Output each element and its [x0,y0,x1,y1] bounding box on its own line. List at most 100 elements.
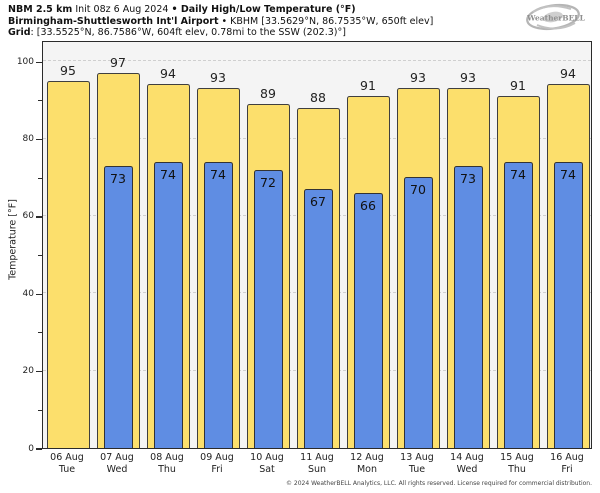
y-tick-label-0: 0 [28,443,34,454]
low-bar [553,161,583,448]
x-date-label: 16 Aug [550,452,584,463]
y-minor-tick-90 [38,100,42,102]
copyright-footer: © 2024 WeatherBELL Analytics, LLC. All r… [286,480,592,487]
y-tick-0 [36,448,42,450]
y-tick-label-60: 60 [22,211,34,222]
x-axis-label: 08 Aug Thu [142,452,192,475]
header-line-2: Birmingham-Shuttlesworth Int'l Airport •… [8,16,433,28]
low-bar [153,161,183,448]
x-date-label: 09 Aug [200,452,234,463]
x-weekday-label: Sun [307,463,327,475]
x-weekday-label: Fri [211,463,223,475]
y-minor-tick-10 [38,409,42,411]
init-time: Init 08z 6 Aug 2024 [72,4,172,15]
grid-coords: : [33.5525°N, 86.7586°W, 604ft elev, 0.7… [30,27,346,38]
x-axis-label: 06 Aug Tue [42,452,92,475]
chart-header: NBM 2.5 km Init 08z 6 Aug 2024 • Daily H… [8,4,433,39]
x-axis-label: 11 Aug Sun [292,452,342,475]
model-name: NBM 2.5 km [8,4,73,15]
y-tick-label-80: 80 [22,134,34,145]
low-value-label: 73 [460,170,476,186]
x-axis-label: 13 Aug Tue [392,452,442,475]
station-name: Birmingham-Shuttlesworth Int'l Airport [8,15,219,27]
high-bar [46,80,90,448]
header-line-3: Grid: [33.5525°N, 86.7586°W, 604ft elev,… [8,27,433,39]
x-date-label: 14 Aug [450,452,484,463]
low-value-label: 67 [310,193,326,209]
high-value-label: 93 [410,70,426,86]
x-weekday-label: Wed [456,463,478,475]
y-minor-tick-30 [38,332,42,334]
y-tick-20 [36,370,42,373]
x-weekday-label: Fri [561,463,573,475]
x-date-label: 08 Aug [150,452,184,463]
y-tick-40 [36,293,42,296]
y-tick-label-40: 40 [22,288,34,299]
station-coords: • KBHM [33.5629°N, 86.7535°W, 650ft elev… [218,15,434,27]
x-axis-label: 10 Aug Sat [242,452,292,475]
hurricane-swirl-icon [526,3,580,31]
logo-text: WeatherBELL [526,14,585,23]
low-bar [503,161,533,448]
low-value-label: 72 [260,174,276,190]
x-axis-label: 16 Aug Fri [542,452,592,475]
x-axis-label: 07 Aug Wed [92,452,142,475]
x-weekday-label: Thu [158,463,176,475]
chart-title: • Daily High/Low Temperature (°F) [171,4,356,15]
y-tick-80 [36,138,42,141]
x-axis-label: 09 Aug Fri [192,452,242,475]
high-value-label: 91 [360,78,376,94]
x-weekday-label: Sat [259,463,275,475]
x-date-label: 06 Aug [50,452,84,463]
x-weekday-label: Mon [356,463,378,475]
x-weekday-label: Thu [508,463,526,475]
y-tick-label-20: 20 [22,366,34,377]
x-axis-label: 12 Aug Mon [342,452,392,475]
x-weekday-label: Wed [106,463,128,475]
y-tick-100 [36,61,42,64]
high-value-label: 88 [310,89,326,105]
x-date-label: 15 Aug [500,452,534,463]
low-bar [353,192,383,448]
x-date-label: 13 Aug [400,452,434,463]
x-date-label: 07 Aug [100,452,134,463]
low-value-label: 73 [110,170,126,186]
y-minor-tick-50 [38,255,42,257]
low-value-label: 74 [210,166,226,182]
low-value-label: 74 [510,166,526,182]
x-axis-label: 14 Aug Wed [442,452,492,475]
gridline-100 [43,60,591,62]
y-tick-60 [36,216,42,218]
y-axis-title: Temperature [°F] [7,199,19,280]
grid-label: Grid [8,27,31,38]
x-weekday-label: Tue [408,463,426,475]
low-bar [453,165,483,448]
x-date-label: 10 Aug [250,452,284,463]
low-bar [253,169,283,448]
y-minor-tick-70 [38,177,42,179]
x-axis-label: 15 Aug Thu [492,452,542,475]
weatherbell-logo: WeatherBELL [526,3,586,31]
low-value-label: 74 [160,166,176,182]
x-date-label: 11 Aug [300,452,334,463]
low-bar [303,188,333,448]
low-value-label: 70 [410,182,426,198]
high-value-label: 89 [260,85,276,101]
y-tick-label-100: 100 [16,56,34,67]
x-weekday-label: Tue [58,463,76,475]
x-date-label: 12 Aug [350,452,384,463]
high-value-label: 95 [60,62,76,78]
low-bar [103,165,133,448]
plot-area: 95 97 73 94 74 93 74 89 72 88 67 91 66 93 70 93 73 91 74 94… [42,41,592,449]
high-value-label: 97 [110,54,126,70]
high-value-label: 93 [210,70,226,86]
low-value-label: 74 [560,166,576,182]
low-value-label: 66 [360,197,376,213]
high-value-label: 94 [160,66,176,82]
header-line-1: NBM 2.5 km Init 08z 6 Aug 2024 • Daily H… [8,4,433,16]
high-value-label: 93 [460,70,476,86]
high-value-label: 91 [510,78,526,94]
low-bar [403,177,433,448]
high-value-label: 94 [560,66,576,82]
